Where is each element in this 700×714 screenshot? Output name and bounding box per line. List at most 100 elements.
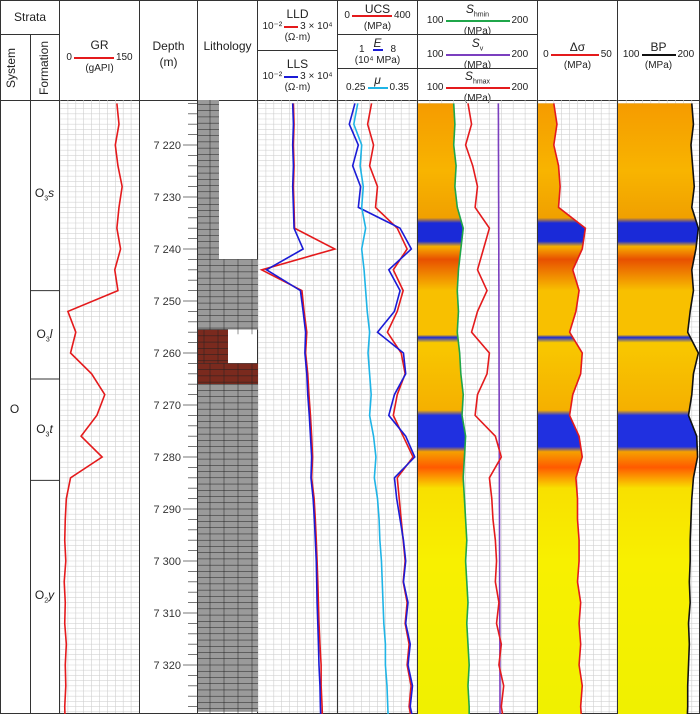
strata-label: Strata: [13, 10, 46, 24]
shmin-legend-line: [445, 19, 510, 22]
sv-scale: Sv 100 200 (MPa): [418, 37, 537, 72]
sv-max: 200: [511, 49, 529, 61]
shmin-curve: [452, 103, 470, 714]
well-log-plot: 7 220 7 230 7 240 7 250 7 260 7 270 7 280 7 290…: [0, 100, 700, 714]
formation-sub: 2: [44, 597, 49, 605]
lld-scale: LLD 10⁻² 3 × 10⁴ (Ω·m): [258, 8, 337, 44]
ucs-max: 400: [393, 10, 411, 21]
depth-header: Depth (m): [139, 0, 198, 101]
gr-max: 150: [115, 52, 133, 63]
lithology-limestone: [198, 384, 258, 712]
mu-name: μ: [374, 73, 381, 87]
lld-header: LLD 10⁻² 3 × 10⁴ (Ω·m): [257, 0, 338, 51]
formation-base: O: [36, 326, 46, 341]
depth-tick-label: 7 260: [153, 348, 181, 360]
gr-header: GR 0 150 (gAPI): [59, 0, 140, 101]
lithology-mudstone: [198, 363, 258, 385]
e-legend-line: [372, 48, 383, 51]
gr-name: GR: [90, 38, 109, 52]
lls-scale: LLS 10⁻² 3 × 10⁴ (Ω·m): [258, 57, 337, 94]
ds-scale: Δσ 0 50 (MPa): [538, 40, 617, 72]
formation-sub: 3: [44, 195, 49, 203]
bp-unit: (MPa): [644, 60, 673, 71]
gr-min: 0: [66, 52, 72, 63]
e-curve: [348, 103, 416, 714]
gr-curve: [63, 103, 123, 714]
mu-min: 0.25: [346, 82, 366, 93]
depth-tick-label: 7 220: [153, 140, 181, 152]
shmax-legend-line: [445, 86, 510, 89]
ds-unit: (MPa): [563, 60, 592, 71]
formation-O3s: O3s: [30, 186, 59, 202]
shmax-max: 200: [511, 82, 529, 94]
sv-unit: (MPa): [463, 60, 492, 72]
sv-legend-line: [445, 53, 510, 56]
lld-unit: (Ω·m): [284, 32, 311, 43]
depth-unit: (m): [159, 55, 178, 69]
ds-max: 50: [600, 49, 612, 60]
system-label: System: [4, 47, 19, 89]
shmax-unit: (MPa): [463, 93, 492, 105]
shmax-sub: hmax: [472, 78, 491, 86]
shmin-scale: Shmin 100 200 (MPa): [418, 2, 537, 38]
formation-suffix: s: [48, 186, 55, 201]
ds-name: Δσ: [569, 40, 586, 54]
lls-curve: [264, 103, 322, 714]
lithology-mudstone: [198, 329, 228, 364]
mu-curve: [352, 103, 389, 714]
e-unit: (10⁴ MPa): [354, 55, 401, 66]
e-max: 8: [390, 44, 397, 55]
shmax-curve: [464, 103, 505, 714]
formation-suffix: l: [49, 326, 53, 341]
formation-sub: 3: [45, 336, 50, 344]
lls-legend-line: [284, 75, 299, 78]
depth-label: Depth: [152, 39, 185, 53]
depth-tick-label: 7 300: [153, 556, 181, 568]
formation-suffix: y: [48, 588, 55, 603]
sv-header: Sv 100 200 (MPa): [417, 34, 538, 72]
ds-header: Δσ 0 50 (MPa): [537, 0, 618, 101]
sv-sub: v: [479, 45, 484, 53]
shmin-min: 100: [426, 15, 444, 27]
ds-legend-line: [550, 53, 599, 56]
gr-scale: GR 0 150 (gAPI): [60, 38, 139, 75]
e-scale: E 1 8 (10⁴ MPa): [338, 36, 417, 67]
bp-max: 200: [677, 49, 695, 60]
depth-tick-label: 7 240: [153, 244, 181, 256]
shmin-sub: hmin: [473, 11, 490, 19]
formation-suffix: t: [49, 421, 53, 436]
system-value: O: [9, 402, 20, 416]
depth-tick-label: 7 280: [153, 452, 181, 464]
formation-base: O: [34, 186, 45, 201]
bp-name: BP: [650, 40, 667, 54]
shmax-name: S: [464, 69, 473, 83]
formation-header: Formation: [30, 34, 60, 101]
depth-tick-label: 7 230: [153, 192, 181, 204]
bp-scale: BP 100 200 (MPa): [618, 40, 699, 72]
depth-tick-label: 7 310: [153, 608, 181, 620]
formation-O3l: O3l: [30, 327, 59, 343]
lithology-header: Lithology: [197, 0, 258, 101]
formation-base: O: [34, 588, 45, 603]
strata-header: Strata: [0, 0, 60, 35]
shmin-name: S: [465, 2, 474, 16]
e-min: 1: [358, 44, 365, 55]
gr-unit: (gAPI): [85, 63, 114, 74]
bp-fill: [618, 103, 699, 714]
ds-min: 0: [543, 49, 549, 60]
ucs-scale: UCS 0 400 (MPa): [338, 3, 417, 33]
lls-min: 10⁻²: [262, 71, 283, 82]
sv-curve: [497, 103, 501, 714]
mu-header: μ 0.25 0.35: [337, 68, 418, 101]
shmin-max: 200: [511, 15, 529, 27]
shmin-unit: (MPa): [463, 26, 492, 38]
formation-O3t: O3t: [30, 422, 59, 438]
ucs-unit: (MPa): [363, 21, 392, 32]
formation-sub: 3: [45, 431, 50, 439]
sv-min: 100: [426, 49, 444, 61]
lls-name: LLS: [286, 57, 309, 71]
e-name: E: [373, 36, 382, 50]
bp-header: BP 100 200 (MPa): [617, 0, 700, 101]
formation-label: Formation: [37, 40, 52, 96]
lithology-limestone: [198, 259, 258, 330]
